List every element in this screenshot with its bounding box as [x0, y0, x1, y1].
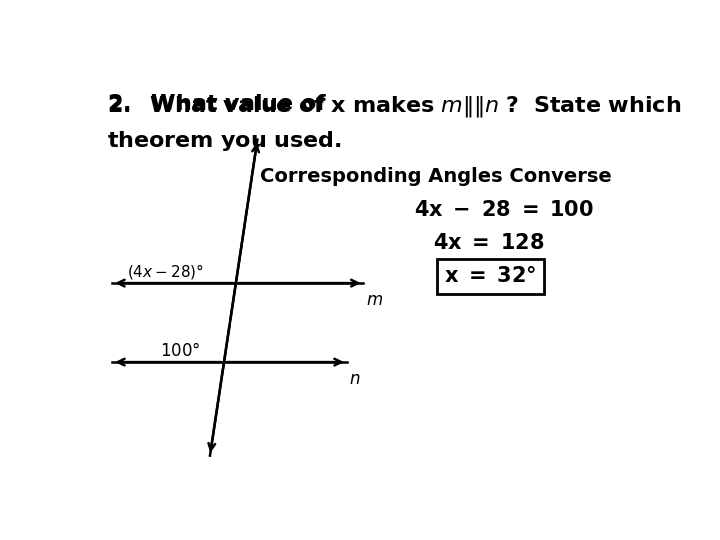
Text: $\mathit{\mathbf{x}}$$\mathbf{\ =\ 32°}$: $\mathit{\mathbf{x}}$$\mathbf{\ =\ 32°}$ — [444, 266, 536, 286]
Text: $(4x - 28)°$: $(4x - 28)°$ — [127, 262, 204, 281]
Text: Corresponding Angles Converse: Corresponding Angles Converse — [260, 167, 612, 186]
Text: $\mathit{\mathbf{4x}}$$\mathbf{\ -\ 28\ =\ 100}$: $\mathit{\mathbf{4x}}$$\mathbf{\ -\ 28\ … — [413, 200, 593, 220]
Text: $n$: $n$ — [349, 370, 361, 388]
Text: $\mathbf{2.}$  What value of: $\mathbf{2.}$ What value of — [107, 94, 327, 114]
Text: $\mathbf{2.\ \ What\ value\ of\ }$$\mathit{\mathbf{x}}$$\mathbf{\ makes\ }$$\mat: $\mathbf{2.\ \ What\ value\ of\ }$$\math… — [107, 94, 681, 119]
Text: $\mathbf{theorem\ you\ used.}$: $\mathbf{theorem\ you\ used.}$ — [107, 129, 341, 153]
Text: $m$: $m$ — [366, 292, 383, 309]
Text: $100°$: $100°$ — [160, 342, 200, 360]
Text: $\mathit{\mathbf{4x}}$$\mathbf{\ =\ 128}$: $\mathit{\mathbf{4x}}$$\mathbf{\ =\ 128}… — [433, 233, 544, 253]
